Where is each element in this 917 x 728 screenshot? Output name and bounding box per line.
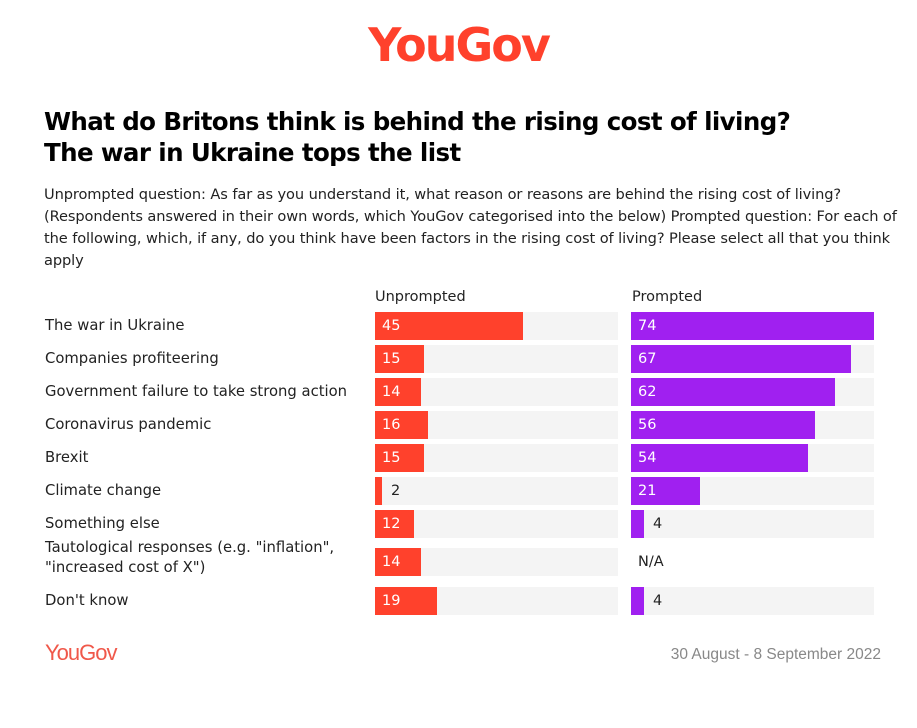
data-label: 14 [382,554,401,570]
bar-prompted [631,312,874,340]
category-label: Don't know [45,592,129,609]
category-label: Something else [45,515,160,532]
bar-unprompted [375,411,428,439]
bar-track: 54 [631,444,874,472]
bar-unprompted [375,510,414,538]
bar-track: 21 [631,477,874,505]
category-label: The war in Ukraine [45,317,185,334]
data-label: 54 [638,450,657,466]
bar-unprompted [375,345,424,373]
data-label: 45 [382,318,401,334]
bar-prompted [631,510,644,538]
category-label: Companies profiteering [45,350,219,367]
chart-title: What do Britons think is behind the risi… [44,106,904,168]
bar-unprompted [375,587,437,615]
bar-prompted [631,444,808,472]
bar-track: 56 [631,411,874,439]
na-label: N/A [638,554,664,570]
bar-track: 14 [375,378,618,406]
bar-track: 4 [631,510,874,538]
bar-track: 12 [375,510,618,538]
bar-prompted [631,587,644,615]
category-label: Government failure to take strong action [45,383,348,400]
data-label: 16 [382,417,401,433]
category-label: Tautological responses (e.g. "inflation"… [45,539,335,576]
category-label: Brexit [45,449,89,466]
data-label: 74 [638,318,657,334]
bar-unprompted [375,378,421,406]
bar-track: 19 [375,587,618,615]
title-line-1: What do Britons think is behind the risi… [44,107,791,136]
data-label: 19 [382,593,401,609]
data-label: 62 [638,384,657,400]
fieldwork-date: 30 August - 8 September 2022 [670,646,881,663]
data-label: 14 [382,384,401,400]
bar-track: 74 [631,312,874,340]
legend-unprompted: Unprompted [375,289,466,305]
category-label: Coronavirus pandemic [45,416,212,433]
bar-track: 2 [375,477,618,505]
bar-unprompted [375,548,421,576]
data-label: 15 [382,450,401,466]
legend-prompted: Prompted [632,289,703,305]
data-label: 4 [653,516,663,532]
yougov-footer-logo: YouGov [45,640,117,665]
bar-prompted [631,477,700,505]
bar-unprompted [375,444,424,472]
data-label: 21 [638,483,657,499]
bar-prompted [631,411,815,439]
bar-track: 15 [375,444,618,472]
data-label: 67 [638,351,657,367]
bar-prompted [631,378,835,406]
chart-subtitle: Unprompted question: As far as you under… [44,186,897,269]
bar-track: 45 [375,312,618,340]
category-label: Climate change [45,482,162,499]
data-label: 56 [638,417,657,433]
bar-prompted [631,345,851,373]
title-line-2: The war in Ukraine tops the list [44,138,461,167]
data-label: 12 [382,516,401,532]
bar-track: 16 [375,411,618,439]
bar-track: 4 [631,587,874,615]
data-label: 15 [382,351,401,367]
bar-unprompted [375,477,382,505]
bar-track: 15 [375,345,618,373]
bar-track: 67 [631,345,874,373]
bar-unprompted [375,312,523,340]
yougov-logo: YouGov [368,18,551,72]
data-label: 4 [653,593,663,609]
bar-track: 62 [631,378,874,406]
data-label: 2 [391,483,401,499]
bar-track: 14 [375,548,618,576]
